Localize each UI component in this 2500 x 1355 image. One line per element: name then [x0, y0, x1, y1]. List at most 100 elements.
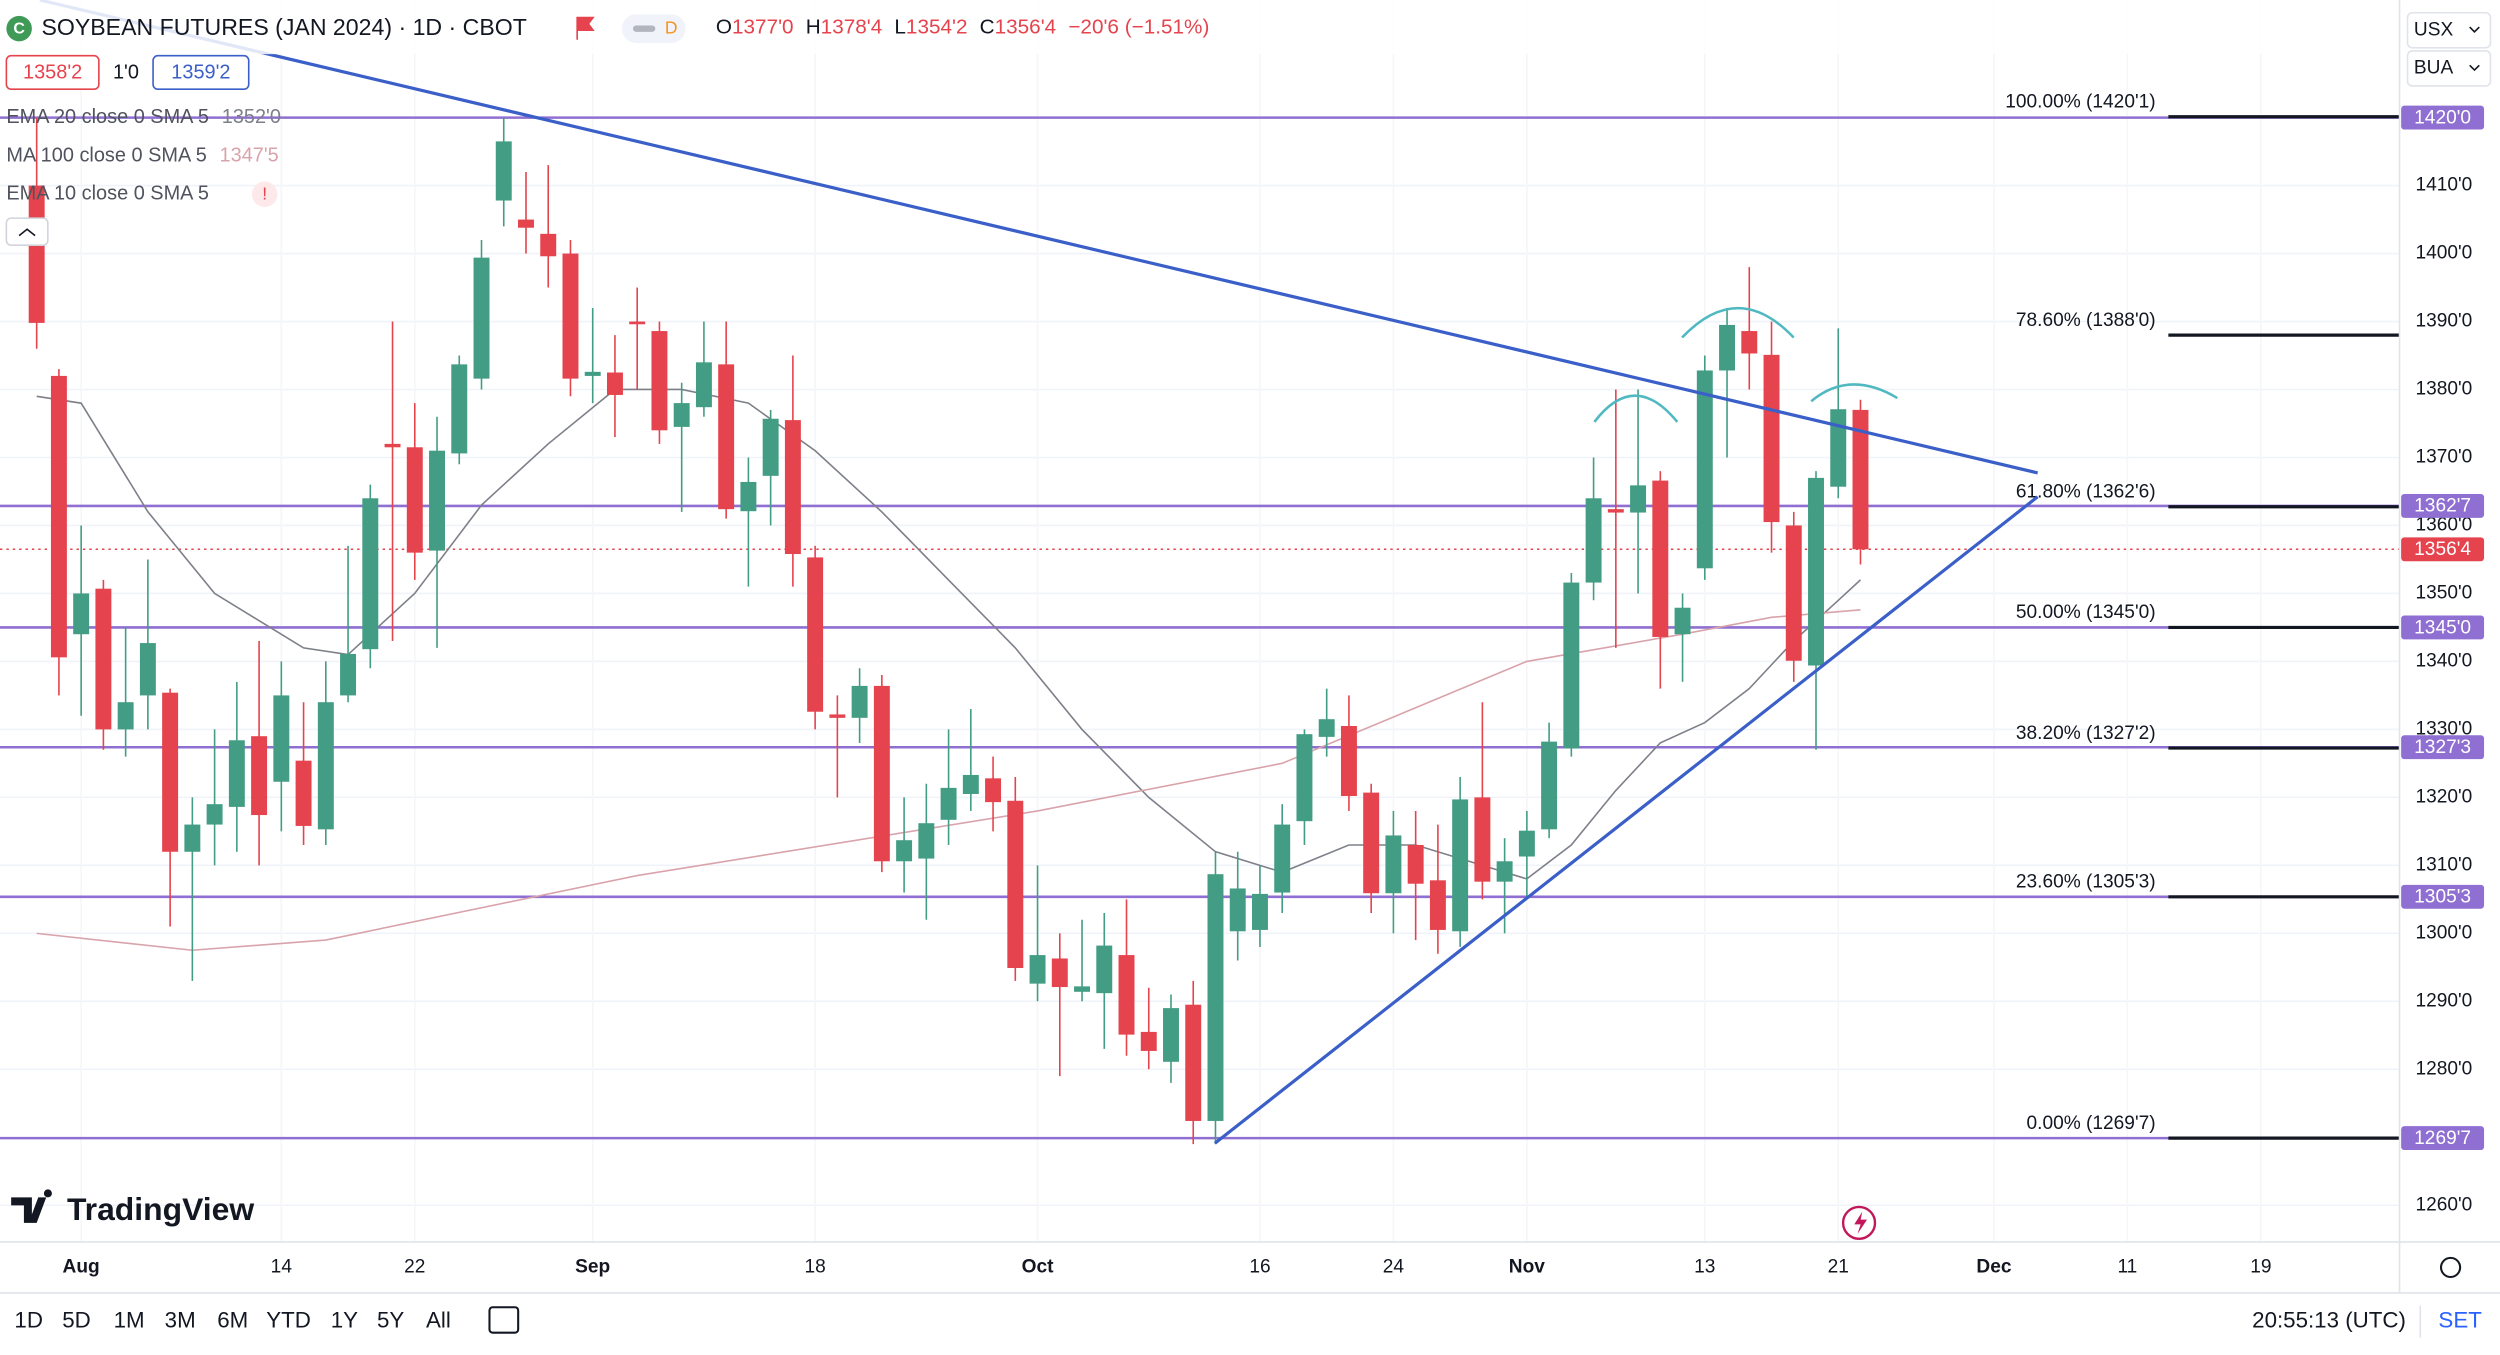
candle-body [1652, 480, 1669, 637]
fib-label: 23.60% (1305'3) [2016, 872, 2156, 893]
delay-bar [632, 25, 656, 32]
candles [28, 117, 1869, 1145]
symbol-logo [6, 15, 32, 42]
price-tag-label: 1305'3 [2414, 887, 2471, 908]
candle-body [1096, 945, 1113, 994]
timeframe-button[interactable]: 5D [62, 1307, 91, 1332]
x-tick-label: Sep [575, 1256, 610, 1277]
x-tick-label: Nov [1509, 1256, 1545, 1277]
timeframe-button[interactable]: 6M [217, 1307, 248, 1332]
fib-label: 78.60% (1388'0) [2016, 310, 2156, 331]
symbol-title[interactable]: SOYBEAN FUTURES (JAN 2024) · 1D · CBOT [41, 14, 526, 40]
y-tick-label: 1300'0 [2415, 922, 2472, 943]
candle-body [1741, 331, 1758, 354]
timeframe-button[interactable]: 1M [114, 1307, 145, 1332]
moving-average [36, 388, 1862, 880]
x-tick-label: 14 [271, 1256, 293, 1277]
candle-body [1029, 955, 1046, 984]
trend-line-lower [1213, 495, 2039, 1145]
collapse-button[interactable] [5, 217, 49, 247]
timeframe-button[interactable]: 3M [165, 1307, 196, 1332]
symbol-logo-letter: C [13, 21, 25, 38]
candle-body [740, 481, 757, 512]
candle-body [1429, 880, 1446, 930]
candle-body [228, 740, 245, 807]
currency[interactable]: USX [2414, 19, 2454, 40]
price-tag [2401, 493, 2485, 518]
ohlc: O1377'0 H1378'4 L1354'2 C1356'4 −20'6 (−… [716, 16, 1209, 39]
clock[interactable]: 20:55:13 (UTC) [2252, 1307, 2406, 1332]
candle-body [1251, 893, 1268, 930]
unit[interactable]: BUA [2414, 58, 2454, 79]
price-tag [2401, 105, 2485, 130]
candle-body [1563, 582, 1580, 749]
collapse-icon [18, 228, 36, 237]
candle-body [1585, 498, 1602, 583]
timeframe-button[interactable]: All [426, 1307, 451, 1332]
candle-body [495, 141, 512, 201]
trend-line-upper [39, 0, 2038, 475]
buy-price[interactable]: 1359'2 [171, 62, 230, 84]
candle-body [584, 371, 601, 376]
ohlc-value: 1354'2 [906, 16, 968, 39]
indicator-name[interactable]: EMA 10 close 0 SMA 5 [6, 183, 209, 205]
ohlc-label: C [980, 16, 995, 39]
ohlc-value: 1356'4 [995, 16, 1057, 39]
candle-body [384, 443, 401, 448]
candle-body [1852, 409, 1869, 550]
indicator-name[interactable]: MA 100 close 0 SMA 5 [6, 144, 206, 166]
events-bolt [1854, 1211, 1868, 1234]
candle-body [1607, 509, 1624, 513]
events-icon[interactable] [1841, 1205, 1877, 1240]
indicator-value: 1347'5 [220, 144, 279, 166]
fib-label: 50.00% (1345'0) [2016, 602, 2156, 623]
sell-button[interactable] [5, 54, 100, 90]
fib-label: 61.80% (1362'6) [2016, 481, 2156, 502]
y-tick-label: 1410'0 [2415, 175, 2472, 196]
price-tag [2401, 615, 2485, 640]
candle-body [1051, 958, 1068, 988]
y-tick-label: 1320'0 [2415, 786, 2472, 807]
candle-body [1163, 1008, 1179, 1062]
sell-price[interactable]: 1358'2 [23, 62, 82, 84]
warning-icon[interactable]: ! [262, 184, 267, 204]
candle-body [518, 219, 534, 228]
flag-icon[interactable] [576, 16, 595, 40]
indicator-name[interactable]: EMA 20 close 0 SMA 5 [6, 106, 209, 128]
y-tick-label: 1380'0 [2415, 379, 2472, 400]
timeframe-button[interactable]: YTD [266, 1307, 311, 1332]
moving-average [36, 609, 1861, 952]
x-tick-label: 13 [1694, 1256, 1715, 1277]
settlement-toggle[interactable]: SET [2438, 1307, 2482, 1332]
y-tick-label: 1360'0 [2415, 515, 2472, 536]
candle-body [1074, 986, 1091, 992]
levels: 100.00% (1420'1) 78.60% (1388'0) 61.80% (1… [0, 91, 2400, 1140]
y-tick-label: 1330'0 [2415, 718, 2472, 739]
timeframe-button[interactable]: 5Y [377, 1307, 404, 1332]
ohlc-label: L [894, 16, 906, 39]
x-tick-label: Oct [1022, 1256, 1055, 1277]
candle-body [1363, 792, 1380, 894]
currency-select[interactable] [2406, 11, 2492, 49]
candle-body [673, 403, 690, 427]
price-tag-label: 1327'3 [2414, 737, 2471, 758]
timeframe-button[interactable]: 1Y [331, 1307, 358, 1332]
timeframe-button[interactable]: 1D [14, 1307, 43, 1332]
y-tick-label: 1340'0 [2415, 650, 2472, 671]
candle-body [1207, 874, 1224, 1121]
buy-button[interactable] [152, 54, 250, 90]
unit-select[interactable] [2406, 50, 2492, 87]
date-range-icon[interactable] [488, 1306, 520, 1334]
candle-body [28, 185, 45, 323]
candle-body [762, 418, 779, 476]
candle-body [629, 321, 646, 325]
candle-body [73, 593, 90, 635]
settings-icon[interactable] [2439, 1256, 2462, 1279]
candle-body [473, 257, 490, 379]
candle-body [651, 331, 668, 431]
warning-badge[interactable] [251, 181, 278, 207]
ohlc-value: 1377'0 [732, 16, 794, 39]
candle-body [829, 714, 846, 718]
candle-body [562, 253, 579, 379]
